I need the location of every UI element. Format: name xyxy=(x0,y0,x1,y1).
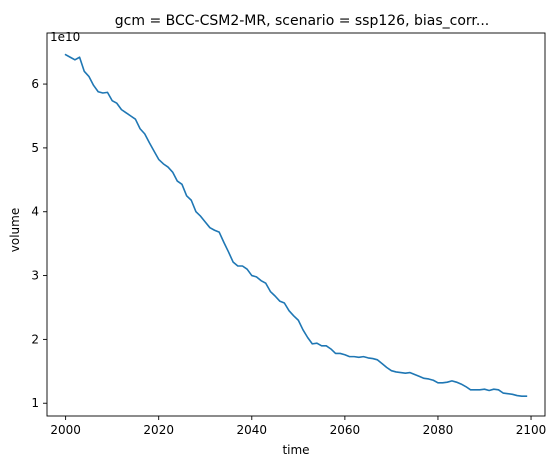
y-tick-label: 3 xyxy=(31,269,39,283)
y-tick-label: 4 xyxy=(31,205,39,219)
x-tick-label: 2080 xyxy=(423,423,454,437)
y-tick-label: 1 xyxy=(31,396,39,410)
y-tick-label: 6 xyxy=(31,77,39,91)
y-axis-label: volume xyxy=(8,208,22,252)
series-line-0 xyxy=(64,53,528,398)
x-tick-label: 2060 xyxy=(330,423,361,437)
plot-area: 2000 2020 2040 2060 2080 2100 1 2 3 4 5 6 xyxy=(31,32,547,437)
y-tick-label: 2 xyxy=(31,332,39,346)
x-tick-label: 2020 xyxy=(143,423,174,437)
x-tick-label: 2040 xyxy=(237,423,268,437)
y-tick-label: 5 xyxy=(31,141,39,155)
chart-title: gcm = BCC-CSM2-MR, scenario = ssp126, bi… xyxy=(115,13,489,29)
x-tick-label: 2100 xyxy=(516,423,547,437)
x-tick-label: 2000 xyxy=(50,423,81,437)
axes-frame xyxy=(46,32,546,417)
x-axis-label: time xyxy=(282,443,309,457)
y-offset-label: 1e10 xyxy=(50,30,80,44)
